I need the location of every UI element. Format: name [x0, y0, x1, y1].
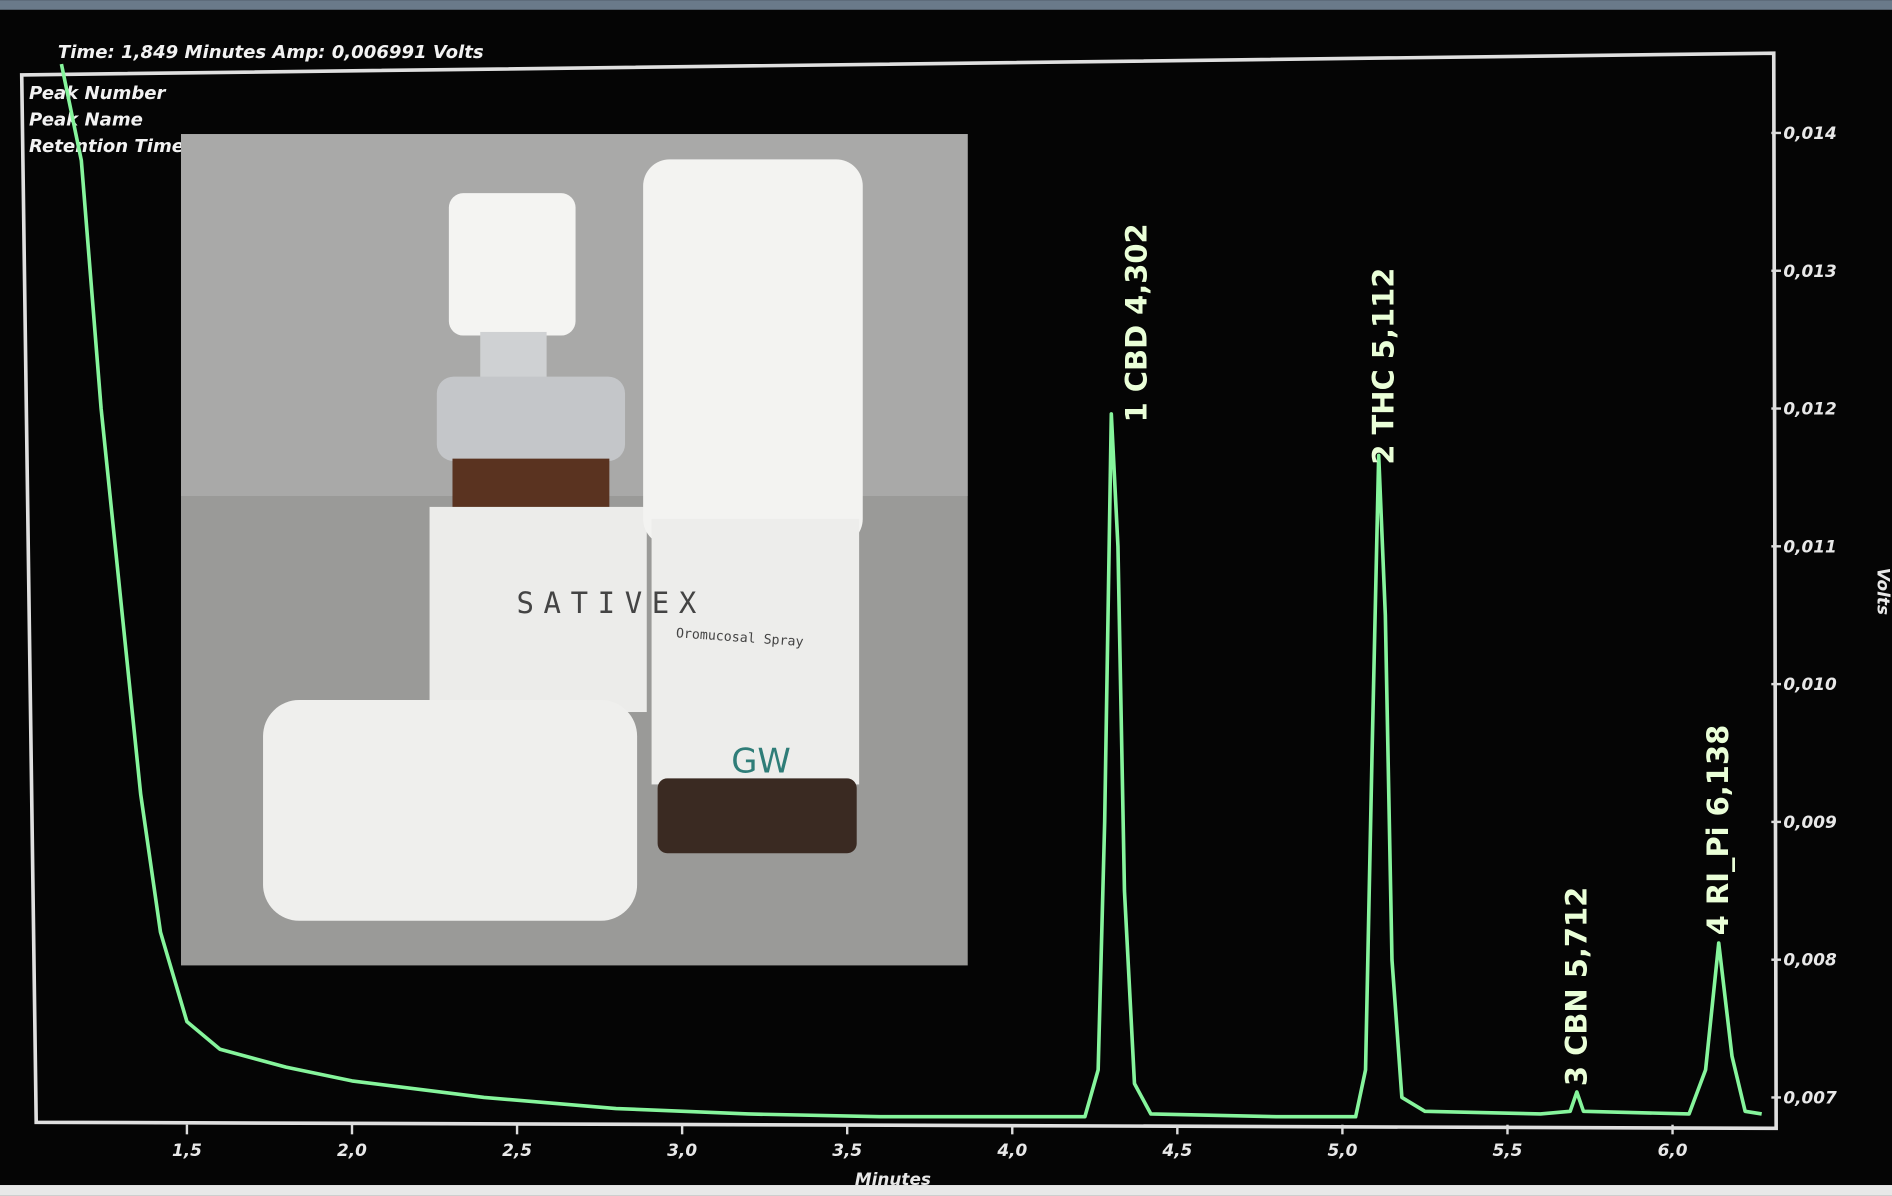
plot-area: 1,5 2,0 2,5 3,0 3,5 4,0 4,5 5,0 5,5 6,0 0,014 0,013… [59, 63, 1837, 1160]
y-tick-label: 0,013 [1783, 261, 1836, 281]
y-tick-label: 0,010 [1783, 674, 1837, 694]
header-readout: Time: 1,849 Minutes Amp: 0,006991 Volts [58, 42, 484, 63]
y-tick-label: 0,014 [1783, 123, 1836, 143]
legend-text: Peak Number [29, 83, 167, 104]
x-tick-label: 3,0 [667, 1140, 697, 1160]
spray-neck [480, 331, 547, 381]
peak-label: 3 CBN 5,712 [1560, 887, 1594, 1086]
plot-frame [19, 51, 1778, 1131]
x-tick-label: 5,0 [1327, 1140, 1357, 1160]
x-axis-label: Minutes [855, 1169, 931, 1189]
y-tick-label: 0,007 [1783, 1088, 1837, 1108]
x-tick-label: 6,0 [1658, 1140, 1688, 1160]
box-cap [643, 159, 863, 546]
legend-text: Retention Time [29, 136, 184, 157]
maker-logo: GW [731, 741, 791, 780]
x-tick-label: 3,5 [832, 1140, 862, 1160]
bezel-bottom [0, 1185, 1892, 1196]
y-tick-label: 0,008 [1783, 950, 1837, 970]
spray-cap [448, 193, 576, 336]
y-tick-label: 0,009 [1783, 812, 1836, 832]
peak-label: 4 RI_Pi 6,138 [1701, 725, 1735, 935]
chromatogram-line [59, 63, 1762, 1119]
y-tick-label: 0,012 [1783, 399, 1836, 419]
x-tick-label: 2,5 [502, 1140, 532, 1160]
y-axis-label: Volts [1874, 568, 1892, 615]
peak-label: 2 THC 5,112 [1367, 268, 1401, 465]
x-tick-label: 4,5 [1161, 1140, 1192, 1160]
bottle-label [429, 506, 647, 713]
x-tick-label: 5,5 [1493, 1140, 1523, 1160]
peak-label: 1 CBD 4,302 [1119, 223, 1153, 422]
x-tick-label: 1,5 [172, 1140, 202, 1160]
product-name: SATIVEX [516, 586, 706, 620]
x-tick-label: 2,0 [337, 1140, 367, 1160]
box-label [651, 518, 860, 785]
spray-collar [436, 376, 626, 462]
bezel-top [0, 0, 1892, 10]
box-base [657, 778, 857, 854]
y-tick-label: 0,011 [1783, 536, 1836, 556]
legend-text: Peak Name [29, 110, 143, 131]
loose-cap [263, 699, 638, 921]
x-tick-label: 4,0 [996, 1140, 1027, 1160]
inset-photo: SATIVEX Oromucosal Spray GW [180, 134, 968, 966]
